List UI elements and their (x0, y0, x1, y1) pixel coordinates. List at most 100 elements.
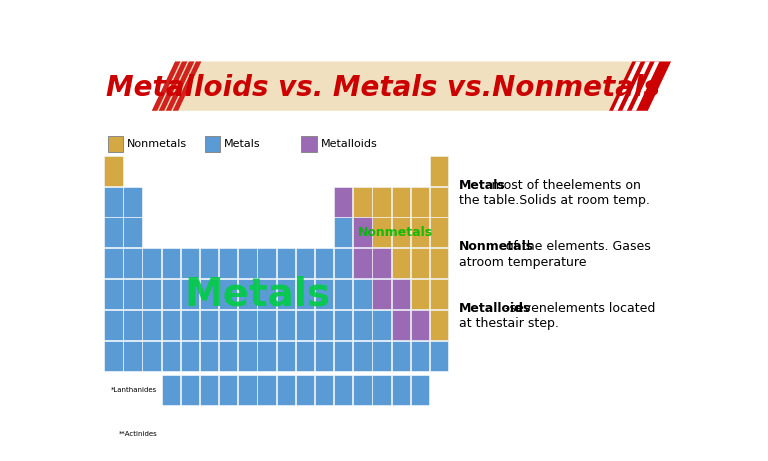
Text: Nonmetals: Nonmetals (357, 226, 432, 239)
Bar (161, 419, 180, 449)
Bar (124, 310, 141, 340)
Bar (392, 279, 410, 309)
Bar (430, 187, 449, 217)
Bar (411, 341, 429, 371)
Bar (124, 218, 141, 248)
Bar (296, 419, 314, 449)
Bar (219, 375, 237, 405)
Bar (430, 187, 449, 217)
Bar (353, 310, 372, 340)
Bar (411, 218, 429, 248)
Bar (257, 375, 276, 405)
Bar (411, 248, 429, 278)
Bar (124, 341, 141, 371)
Bar (161, 341, 180, 371)
Bar (392, 248, 410, 278)
Bar (296, 341, 314, 371)
Bar (334, 279, 353, 309)
Polygon shape (159, 61, 187, 111)
Text: *Lanthanides: *Lanthanides (111, 387, 157, 393)
Bar (124, 248, 141, 278)
Bar (334, 248, 353, 278)
Bar (411, 310, 429, 340)
Bar (315, 375, 333, 405)
Bar (392, 310, 410, 340)
Bar (104, 279, 123, 309)
Bar (219, 248, 237, 278)
Bar (430, 341, 449, 371)
Bar (238, 419, 257, 449)
Polygon shape (166, 61, 194, 111)
Bar (411, 419, 429, 449)
Bar (276, 419, 295, 449)
Bar (104, 156, 123, 186)
Bar (108, 136, 123, 152)
Bar (301, 136, 317, 152)
Bar (430, 248, 449, 278)
Bar (372, 310, 391, 340)
Bar (104, 341, 123, 371)
Bar (276, 279, 295, 309)
Bar (372, 218, 391, 248)
Bar (161, 248, 180, 278)
Bar (219, 310, 237, 340)
Bar (238, 375, 257, 405)
Bar (161, 375, 180, 405)
Polygon shape (609, 61, 671, 111)
Bar (353, 419, 372, 449)
Bar (372, 341, 391, 371)
Text: -most of theelements on: -most of theelements on (487, 178, 641, 191)
Bar (392, 310, 410, 340)
Text: Metals: Metals (224, 139, 260, 149)
Bar (142, 310, 161, 340)
Text: at thestair step.: at thestair step. (458, 317, 558, 330)
Bar (180, 279, 199, 309)
Polygon shape (613, 61, 641, 111)
Bar (315, 341, 333, 371)
Bar (372, 218, 391, 248)
Polygon shape (152, 61, 180, 111)
Bar (334, 375, 353, 405)
Text: Nonmetals: Nonmetals (127, 139, 187, 149)
Bar (372, 279, 391, 309)
Bar (411, 310, 429, 340)
Bar (372, 248, 391, 278)
Bar (392, 187, 410, 217)
Bar (180, 310, 199, 340)
Bar (238, 341, 257, 371)
Bar (219, 419, 237, 449)
Bar (372, 375, 391, 405)
Bar (411, 279, 429, 309)
Bar (124, 279, 141, 309)
Bar (411, 248, 429, 278)
Bar (296, 375, 314, 405)
Text: Metalloids: Metalloids (458, 301, 531, 315)
Bar (430, 218, 449, 248)
Text: atroom temperature: atroom temperature (458, 255, 586, 268)
Bar (430, 156, 449, 186)
Bar (296, 279, 314, 309)
Bar (353, 341, 372, 371)
Bar (411, 218, 429, 248)
Bar (430, 156, 449, 186)
Bar (104, 248, 123, 278)
Bar (257, 341, 276, 371)
Bar (430, 218, 449, 248)
Text: -sevenelements located: -sevenelements located (505, 301, 656, 315)
Bar (334, 218, 353, 248)
Bar (392, 218, 410, 248)
Bar (296, 310, 314, 340)
Bar (353, 187, 372, 217)
Bar (334, 310, 353, 340)
Bar (238, 279, 257, 309)
Bar (104, 218, 123, 248)
Bar (200, 419, 218, 449)
Bar (257, 279, 276, 309)
Text: Metals: Metals (184, 275, 330, 313)
Bar (430, 279, 449, 309)
Bar (353, 248, 372, 278)
Bar (372, 187, 391, 217)
Bar (276, 375, 295, 405)
Bar (161, 279, 180, 309)
Bar (315, 248, 333, 278)
